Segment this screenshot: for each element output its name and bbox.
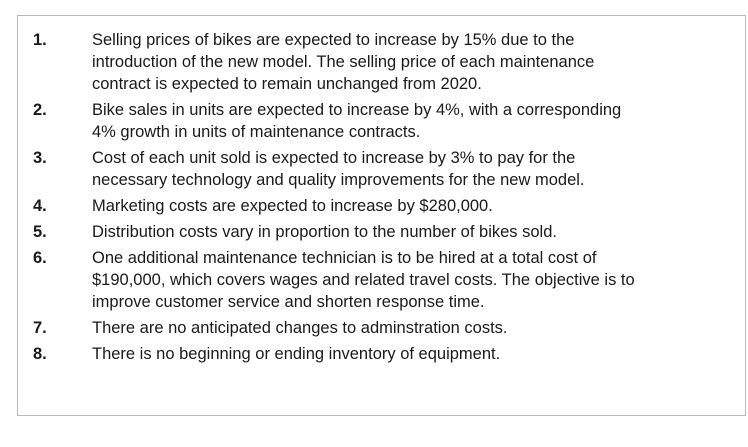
item-number: 5. [33, 223, 47, 241]
item-text-line: One additional maintenance technician is… [92, 249, 597, 267]
item-text-line: $190,000, which covers wages and related… [92, 271, 635, 289]
item-text: One additional maintenance technician is… [92, 247, 732, 313]
item-text-line: There is no beginning or ending inventor… [92, 345, 501, 363]
item-text: There is no beginning or ending inventor… [92, 343, 732, 365]
item-number: 3. [33, 149, 47, 167]
item-number: 6. [33, 249, 47, 267]
item-number: 1. [33, 31, 47, 49]
item-text-line: Cost of each unit sold is expected to in… [92, 149, 576, 167]
item-text: Cost of each unit sold is expected to in… [92, 147, 732, 191]
item-text-line: 4% growth in units of maintenance contra… [92, 123, 421, 141]
item-text: Marketing costs are expected to increase… [92, 195, 732, 217]
list-item: 3. Cost of each unit sold is expected to… [17, 147, 732, 191]
list-item: 6. One additional maintenance technician… [17, 247, 732, 313]
list-item: 7. There are no anticipated changes to a… [17, 317, 732, 339]
item-text-line: Distribution costs vary in proportion to… [92, 223, 557, 241]
item-number: 8. [33, 345, 47, 363]
item-text-line: Bike sales in units are expected to incr… [92, 101, 622, 119]
list-item: 2. Bike sales in units are expected to i… [17, 99, 732, 143]
item-text-line: improve customer service and shorten res… [92, 293, 485, 311]
item-text-line: contract is expected to remain unchanged… [92, 75, 482, 93]
list-item: 4. Marketing costs are expected to incre… [17, 195, 732, 217]
document-frame [17, 15, 746, 416]
item-text-line: Marketing costs are expected to increase… [92, 197, 493, 215]
item-number: 7. [33, 319, 47, 337]
item-text: Bike sales in units are expected to incr… [92, 99, 732, 143]
item-text-line: necessary technology and quality improve… [92, 171, 585, 189]
list-item: 5. Distribution costs vary in proportion… [17, 221, 732, 243]
item-text-line: introduction of the new model. The selli… [92, 53, 595, 71]
item-text: There are no anticipated changes to admi… [92, 317, 732, 339]
list-item: 1. Selling prices of bikes are expected … [17, 29, 732, 95]
item-number: 4. [33, 197, 47, 215]
item-text-line: There are no anticipated changes to admi… [92, 319, 508, 337]
list-item: 8. There is no beginning or ending inven… [17, 343, 732, 365]
item-text-line: Selling prices of bikes are expected to … [92, 31, 575, 49]
assumptions-list: 1. Selling prices of bikes are expected … [17, 29, 732, 369]
item-text: Distribution costs vary in proportion to… [92, 221, 732, 243]
item-number: 2. [33, 101, 47, 119]
item-text: Selling prices of bikes are expected to … [92, 29, 732, 95]
